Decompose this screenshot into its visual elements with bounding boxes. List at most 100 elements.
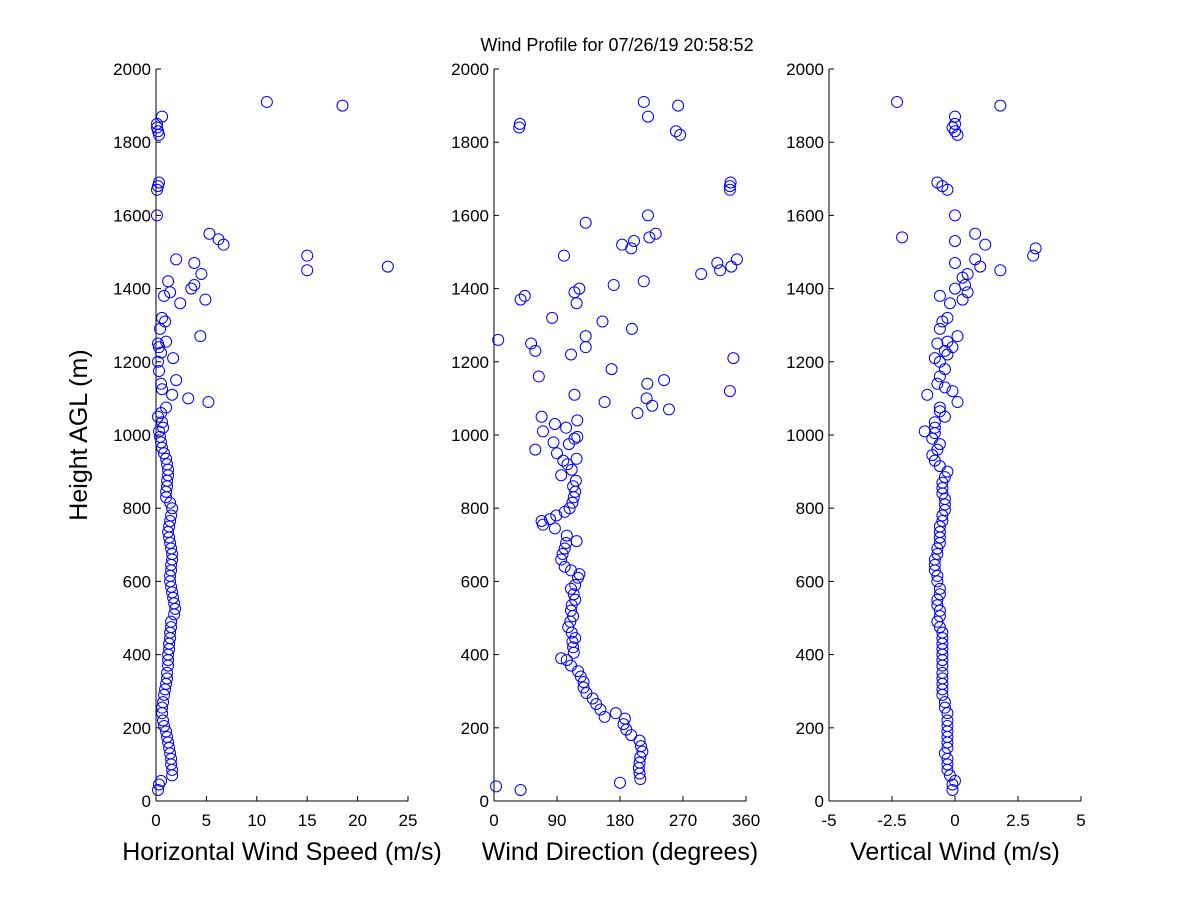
y-tick-label: 1000 <box>451 426 489 445</box>
data-point <box>153 176 166 189</box>
data-point <box>155 346 168 359</box>
data-point <box>577 676 590 689</box>
data-point <box>938 471 951 484</box>
data-point <box>164 515 177 528</box>
data-point <box>155 774 168 787</box>
data-point <box>994 264 1007 277</box>
data-point <box>938 363 951 376</box>
data-point <box>529 443 542 456</box>
data-point <box>658 374 671 387</box>
data-point <box>949 209 961 222</box>
data-point <box>560 421 573 434</box>
data-point <box>941 707 954 720</box>
x-tick-label: 180 <box>606 811 634 830</box>
x-tick-label: 0 <box>489 811 498 830</box>
data-point <box>492 333 505 346</box>
data-point <box>158 289 171 302</box>
x-tick-label: 270 <box>669 811 697 830</box>
data-point <box>933 405 946 418</box>
data-point <box>202 396 215 409</box>
data-point <box>194 330 207 343</box>
data-point <box>946 784 959 797</box>
data-point <box>931 176 944 189</box>
data-point <box>969 253 982 266</box>
data-point <box>951 330 964 343</box>
y-tick-label: 1000 <box>786 426 824 445</box>
data-point <box>152 410 165 423</box>
data-point <box>711 256 724 269</box>
data-point <box>618 712 631 725</box>
data-point <box>153 364 166 377</box>
data-point <box>628 235 640 248</box>
data-point <box>918 425 931 438</box>
y-tick-label: 2000 <box>451 60 489 79</box>
data-point <box>933 322 946 335</box>
data-point <box>160 401 173 414</box>
data-point <box>642 209 654 222</box>
data-point <box>936 626 949 639</box>
data-point <box>570 535 583 548</box>
data-point <box>537 425 549 438</box>
y-tick-label: 400 <box>796 646 824 665</box>
y-tick-label: 0 <box>815 792 824 811</box>
data-point <box>938 498 951 511</box>
data-point <box>544 513 556 526</box>
x-axis-label: Wind Direction (degrees) <box>482 838 759 866</box>
data-point <box>928 416 941 429</box>
data-point <box>941 335 954 348</box>
data-point <box>936 632 949 645</box>
data-point <box>558 542 571 555</box>
data-point <box>557 454 570 467</box>
data-point <box>724 176 737 189</box>
data-point <box>616 238 629 251</box>
y-tick-label: 600 <box>123 572 151 591</box>
data-point <box>158 719 171 732</box>
data-point <box>633 756 646 769</box>
data-point <box>567 641 580 654</box>
data-point <box>566 635 579 648</box>
y-tick-label: 1800 <box>113 133 151 152</box>
data-point <box>637 95 650 108</box>
data-point <box>979 238 992 251</box>
data-point <box>195 267 208 280</box>
data-point <box>548 418 561 431</box>
data-point <box>936 515 949 528</box>
data-point <box>174 297 187 310</box>
data-point <box>723 385 736 398</box>
data-point <box>160 335 173 348</box>
data-point <box>161 730 174 743</box>
data-point <box>633 734 646 747</box>
data-point <box>936 482 949 495</box>
data-point <box>941 719 954 732</box>
x-axis-label: Horizontal Wind Speed (m/s) <box>122 838 442 866</box>
data-point <box>182 392 195 405</box>
data-points <box>891 95 1042 797</box>
data-point <box>607 278 620 291</box>
data-point <box>579 330 592 343</box>
data-point <box>574 670 587 683</box>
data-point <box>949 256 961 269</box>
data-point <box>598 710 611 723</box>
data-point <box>212 233 225 246</box>
y-tick-label: 200 <box>123 719 151 738</box>
x-tick-label: -5 <box>821 811 836 830</box>
data-point <box>162 275 175 288</box>
data-point <box>567 588 580 601</box>
data-point <box>160 725 173 738</box>
data-point <box>151 209 164 222</box>
data-point <box>625 322 638 335</box>
y-tick-label: 600 <box>461 572 489 591</box>
data-point <box>573 282 586 295</box>
data-point <box>936 672 949 685</box>
data-point <box>551 447 563 460</box>
data-point <box>598 396 611 409</box>
data-point <box>617 718 630 731</box>
data-point <box>941 348 954 361</box>
data-point <box>165 509 178 522</box>
data-point <box>152 355 165 368</box>
data-point <box>931 337 944 350</box>
y-tick-label: 1400 <box>786 280 824 299</box>
data-point <box>941 714 954 727</box>
data-point <box>961 286 974 299</box>
